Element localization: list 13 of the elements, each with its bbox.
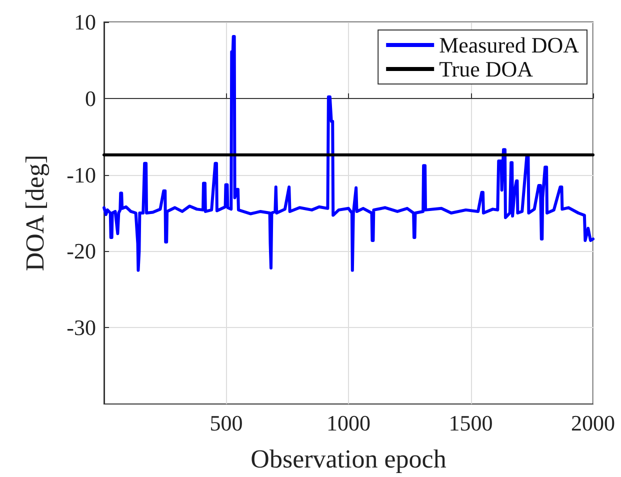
- legend-label: True DOA: [439, 56, 534, 82]
- y-tick-label: -10: [66, 162, 96, 188]
- y-tick-label: -30: [66, 315, 96, 340]
- x-tick-label: 1000: [326, 410, 370, 436]
- legend-label: Measured DOA: [439, 32, 580, 58]
- y-tick-label: -20: [66, 238, 96, 264]
- y-tick-label: 0: [85, 86, 96, 111]
- x-tick-label: 500: [210, 410, 243, 436]
- x-axis-title: Observation epoch: [250, 444, 446, 474]
- x-tick-label: 1500: [448, 410, 493, 436]
- y-tick-label: 10: [74, 10, 96, 34]
- y-axis-title: DOA [deg]: [20, 154, 50, 272]
- x-tick-label: 2000: [571, 410, 615, 436]
